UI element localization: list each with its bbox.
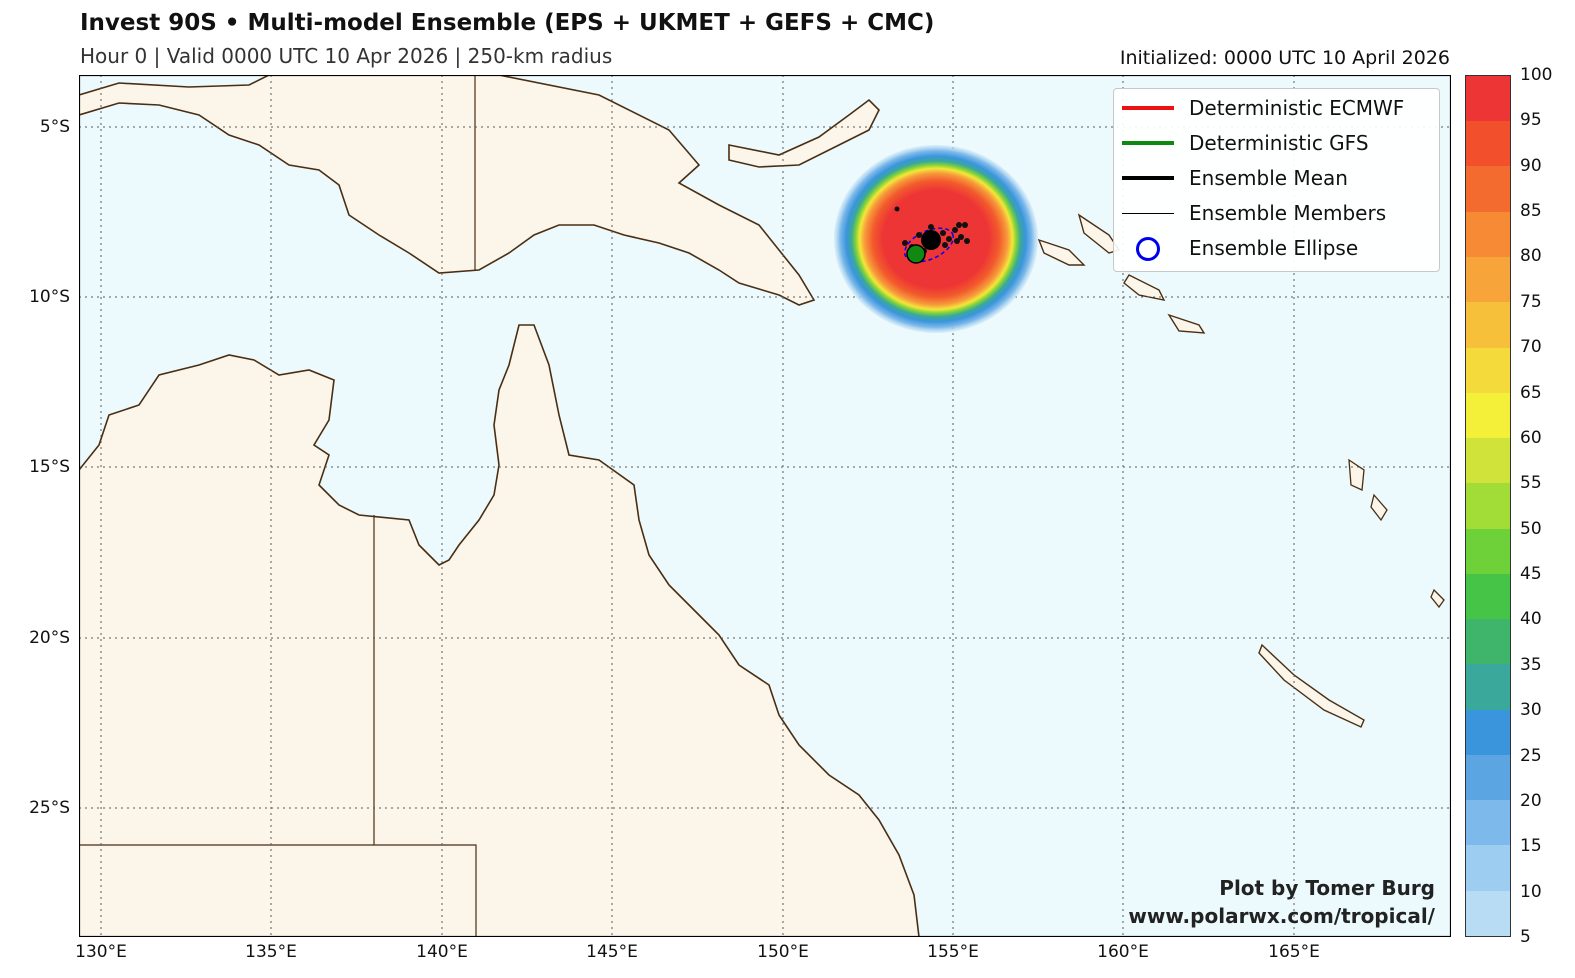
colorbar-band: [1466, 619, 1510, 665]
colorbar-band: [1466, 709, 1510, 755]
credit-url: www.polarwx.com/tropical/: [1128, 904, 1435, 928]
lon-tick: 140°E: [416, 942, 468, 962]
colorbar-tick-label: 40: [1520, 609, 1542, 630]
colorbar-band: [1466, 257, 1510, 303]
colorbar-band: [1466, 302, 1510, 348]
colorbar-band: [1466, 664, 1510, 710]
lon-tick: 135°E: [245, 942, 297, 962]
new-guinea-landmass: [79, 75, 816, 306]
colorbar-tick-label: 65: [1520, 382, 1542, 403]
colorbar-band: [1466, 121, 1510, 167]
new-britain-island: [728, 98, 880, 168]
colorbar-band: [1466, 211, 1510, 258]
colorbar-tick-label: 25: [1520, 745, 1542, 766]
legend-label: Ensemble Mean: [1189, 166, 1348, 190]
colorbar-tick-label: 15: [1520, 836, 1542, 857]
legend-item-ecmwf: Deterministic ECMWF: [1114, 94, 1439, 124]
colorbar-tick-label: 95: [1520, 110, 1542, 131]
colorbar-band: [1466, 438, 1510, 484]
colorbar-tick-label: 20: [1520, 790, 1542, 811]
colorbar-tick-label: 85: [1520, 201, 1542, 222]
ensemble-mean-marker: [921, 230, 941, 250]
colorbar-tick-label: 35: [1520, 654, 1542, 675]
black-line-swatch: [1122, 176, 1174, 180]
circle-icon: [1136, 237, 1160, 261]
colorbar-band: [1466, 528, 1510, 574]
colorbar-band: [1466, 347, 1510, 393]
colorbar-tick-label: 75: [1520, 291, 1542, 312]
colorbar: [1465, 75, 1511, 937]
lon-tick: 160°E: [1097, 942, 1149, 962]
colorbar-band: [1466, 166, 1510, 212]
legend-item-gfs: Deterministic GFS: [1114, 129, 1439, 159]
colorbar-tick-label: 45: [1520, 564, 1542, 585]
colorbar-band: [1466, 483, 1510, 529]
legend: Deterministic ECMWF Deterministic GFS En…: [1113, 88, 1440, 272]
colorbar-band: [1466, 754, 1510, 801]
legend-label: Deterministic ECMWF: [1189, 96, 1405, 120]
colorbar-tick-label: 50: [1520, 518, 1542, 539]
border-lines: [79, 75, 477, 937]
chart-subtitle: Hour 0 | Valid 0000 UTC 10 Apr 2026 | 25…: [80, 44, 613, 68]
chart-title: Invest 90S • Multi-model Ensemble (EPS +…: [80, 10, 935, 36]
thin-line-swatch: [1122, 213, 1174, 214]
colorbar-band: [1466, 890, 1510, 936]
new-caledonia-island: [1258, 643, 1365, 728]
legend-label: Deterministic GFS: [1189, 131, 1369, 155]
australia-landmass: [79, 324, 920, 937]
initialized-time: Initialized: 0000 UTC 10 April 2026: [1119, 47, 1450, 69]
colorbar-band: [1466, 75, 1510, 122]
lat-tick: 5°S: [39, 117, 70, 137]
colorbar-tick-label: 10: [1520, 881, 1542, 902]
colorbar-band: [1466, 800, 1510, 846]
colorbar-tick-label: 70: [1520, 337, 1542, 358]
graticule: [79, 75, 1451, 937]
colorbar-tick-label: 80: [1520, 246, 1542, 267]
lon-tick: 145°E: [586, 942, 638, 962]
colorbar-tick-label: 100: [1520, 65, 1553, 85]
colorbar-tick-label: 55: [1520, 473, 1542, 494]
legend-item-members: Ensemble Members: [1114, 199, 1439, 229]
lat-tick: 25°S: [29, 798, 70, 818]
lon-tick: 155°E: [927, 942, 979, 962]
lon-tick: 130°E: [75, 942, 127, 962]
lat-tick: 15°S: [29, 457, 70, 477]
green-line-swatch: [1122, 141, 1174, 145]
lat-tick: 10°S: [29, 287, 70, 307]
colorbar-band: [1466, 573, 1510, 620]
colorbar-tick-label: 30: [1520, 700, 1542, 721]
ensemble-ellipse: [903, 227, 955, 263]
gfs-position-marker: [906, 244, 926, 264]
colorbar-band: [1466, 845, 1510, 891]
lon-tick: 165°E: [1268, 942, 1320, 962]
colorbar-band: [1466, 392, 1510, 439]
colorbar-tick-label: 60: [1520, 427, 1542, 448]
vanuatu-islands: [1348, 458, 1445, 609]
red-line-swatch: [1122, 106, 1174, 110]
lon-tick: 150°E: [757, 942, 809, 962]
legend-label: Ensemble Ellipse: [1189, 236, 1359, 260]
legend-item-mean: Ensemble Mean: [1114, 164, 1439, 194]
legend-item-ellipse: Ensemble Ellipse: [1114, 234, 1439, 264]
lat-tick: 20°S: [29, 628, 70, 648]
colorbar-tick-label: 90: [1520, 155, 1542, 176]
colorbar-tick-label: 5: [1520, 927, 1531, 947]
legend-label: Ensemble Members: [1189, 201, 1387, 225]
credit-author: Plot by Tomer Burg: [1219, 876, 1435, 900]
